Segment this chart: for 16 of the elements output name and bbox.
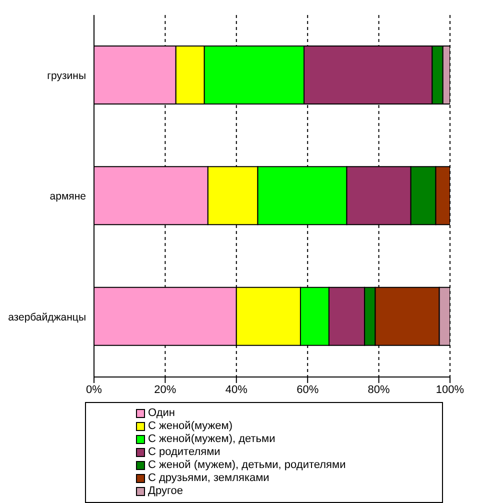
y-tick-label: армяне — [50, 190, 86, 203]
legend-label: С женой (мужем), детьми, родителями — [148, 459, 346, 472]
legend-label: Один — [148, 407, 175, 420]
legend-label: С друзьями, земляками — [148, 472, 270, 485]
legend-label: С женой(мужем) — [148, 420, 232, 433]
legend-label: С женой(мужем), детьми — [148, 433, 276, 446]
y-tick-label: грузины — [47, 70, 86, 82]
x-tick-label: 0% — [86, 384, 102, 396]
x-tick-label: 40% — [225, 384, 248, 396]
x-tick-label: 20% — [154, 384, 176, 396]
y-tick-label: азербайджанцы — [8, 311, 86, 324]
legend-label: С родителями — [148, 446, 220, 459]
x-tick-label: 60% — [296, 384, 319, 396]
x-tick-label: 80% — [368, 384, 390, 396]
x-tick-label: 100% — [436, 384, 464, 396]
legend-label: Другое — [148, 485, 183, 498]
